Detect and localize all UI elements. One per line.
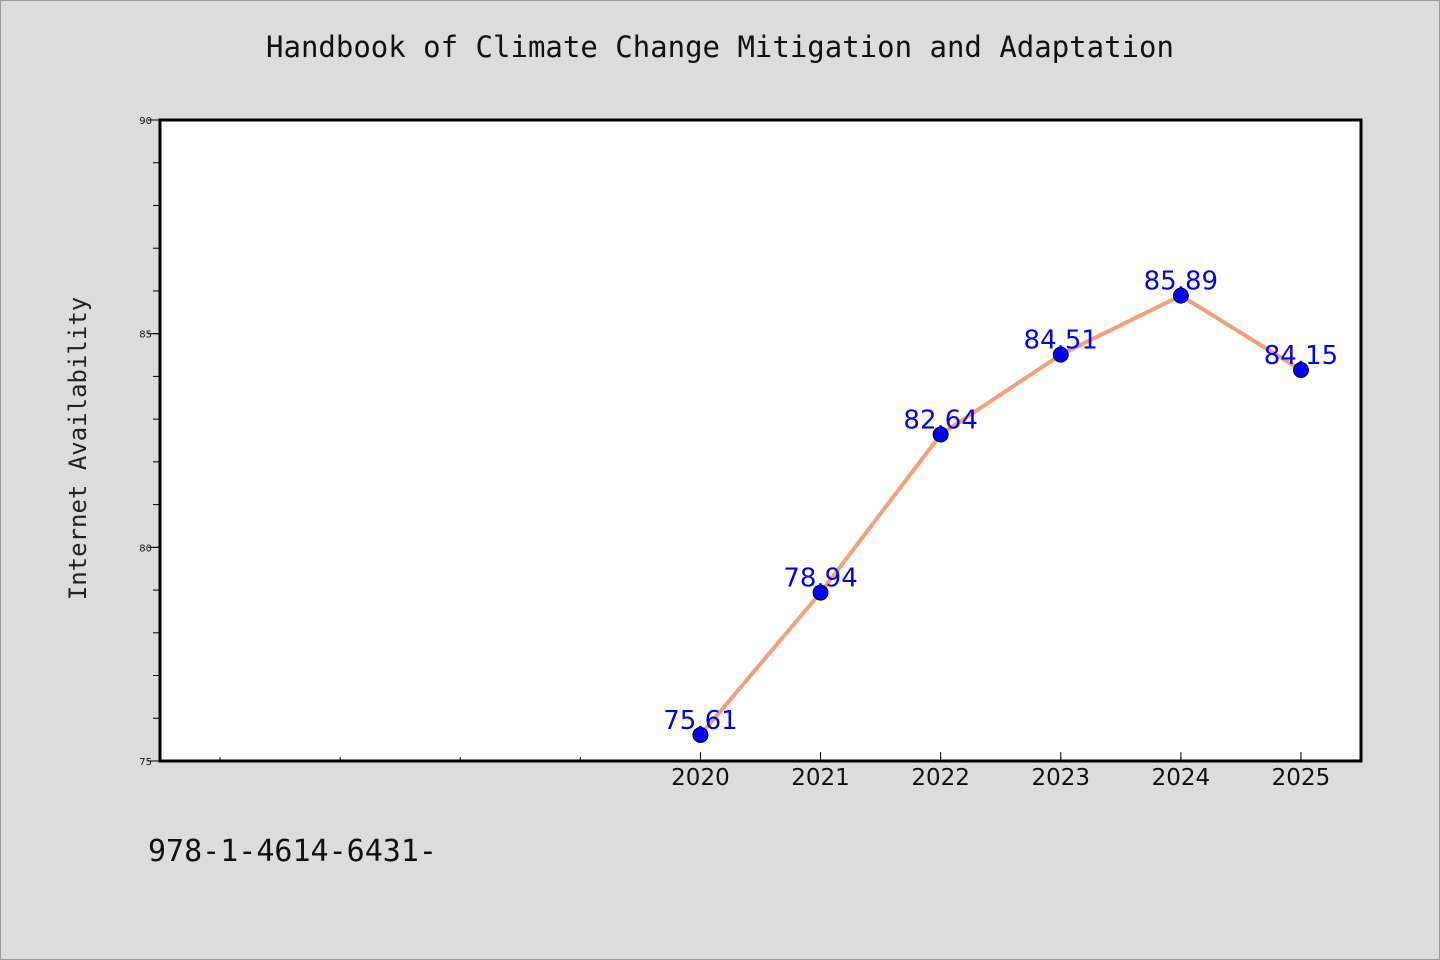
data-label: 85.89	[1144, 267, 1218, 297]
y-axis-label: Internet Availability	[64, 297, 92, 600]
data-label: 84.15	[1264, 341, 1338, 371]
data-point	[812, 584, 829, 601]
data-label: 82.64	[903, 406, 977, 436]
chart-title: Handbook of Climate Change Mitigation an…	[266, 30, 1174, 64]
y-tick-label: 85	[139, 330, 152, 341]
x-tick-label: 2022	[911, 765, 970, 791]
data-label: 75.61	[663, 706, 737, 736]
data-labels-group: 75.61 78.94 82.64 84.51 85.89 84.15	[663, 267, 1338, 736]
x-tick-label: 2021	[791, 765, 850, 791]
data-label: 84.51	[1024, 326, 1098, 356]
isbn-text: 978-1-4614-6431-	[148, 834, 437, 869]
plot-area	[160, 120, 1361, 761]
data-point	[1292, 361, 1309, 378]
data-point	[932, 426, 949, 443]
x-tick-label: 2023	[1031, 765, 1090, 791]
y-tick-label: 80	[139, 543, 152, 554]
data-point	[1052, 346, 1069, 363]
x-tick-label: 2020	[671, 765, 730, 791]
data-point	[1172, 287, 1189, 304]
y-tick-label: 90	[139, 116, 152, 127]
x-tick-label: 2024	[1152, 765, 1211, 791]
y-tick-label: 75	[139, 757, 152, 768]
x-tick-label: 2025	[1272, 765, 1331, 791]
series-group	[692, 287, 1309, 743]
series-line	[698, 293, 1303, 737]
data-point	[692, 726, 709, 743]
y-axis-ticks: 75 80 85 90	[139, 116, 160, 768]
x-axis-ticks: 2020 2021 2022 2023 2024 2025	[671, 752, 1330, 791]
plot-border	[158, 118, 1363, 763]
data-label: 78.94	[783, 564, 857, 594]
